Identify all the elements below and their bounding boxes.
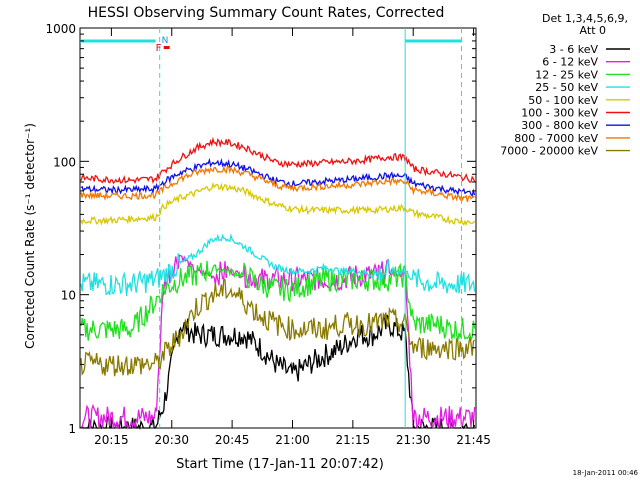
series-line-0 <box>80 314 476 431</box>
legend-title-1: Att 0 <box>580 24 606 37</box>
observing-markers: NF <box>80 28 463 428</box>
series-line-4 <box>80 181 476 227</box>
legend-label-7: 800 - 7000 keV <box>514 132 598 145</box>
y-tick-label-2: 100 <box>53 155 76 169</box>
series-line-7 <box>80 165 475 202</box>
legend-label-6: 300 - 800 keV <box>521 119 598 132</box>
series-line-5 <box>80 136 476 185</box>
tick-layer: 20:15 20:30 20:45 21:00 21:15 21:30 21:45 1 10 10… <box>45 22 490 447</box>
timestamp: 18-Jan-2011 00:46 <box>573 469 639 477</box>
series-line-2 <box>80 260 476 343</box>
legend-title-0: Det 1,3,4,5,6,9, <box>542 12 628 25</box>
legend-label-8: 7000 - 20000 keV <box>500 145 598 158</box>
x-tick-label-6: 21:45 <box>456 433 491 447</box>
series-line-6 <box>80 157 476 198</box>
legend-label-4: 50 - 100 keV <box>528 94 598 107</box>
series-line-8 <box>80 277 476 377</box>
x-tick-label-3: 21:00 <box>275 433 310 447</box>
plot-axes <box>79 27 477 429</box>
flag-label-f: F <box>156 43 162 54</box>
y-tick-label-0: 1 <box>68 422 76 436</box>
series-line-3 <box>80 233 476 297</box>
legend-label-5: 100 - 300 keV <box>521 107 598 120</box>
x-tick-label-0: 20:15 <box>94 433 129 447</box>
y-axis-label: Corrected Count Rate (s⁻¹ detector⁻¹) <box>23 123 37 349</box>
series-layer <box>80 136 476 431</box>
plot-frame <box>79 27 477 429</box>
legend-label-2: 12 - 25 keV <box>535 68 598 81</box>
flare-flag-bar <box>163 46 170 49</box>
x-tick-label-1: 20:30 <box>154 433 189 447</box>
legend-label-1: 6 - 12 keV <box>542 56 598 69</box>
y-tick-label-1: 10 <box>61 289 76 303</box>
chart-title: HESSI Observing Summary Count Rates, Cor… <box>88 5 445 21</box>
legend-label-0: 3 - 6 keV <box>549 43 598 56</box>
flag-label-n: N <box>162 36 169 46</box>
y-tick-label-3: 1000 <box>45 22 76 36</box>
x-tick-label-5: 21:30 <box>396 433 431 447</box>
x-tick-label-4: 21:15 <box>336 433 371 447</box>
x-axis-label: Start Time (17-Jan-11 20:07:42) <box>176 457 384 472</box>
x-tick-label-2: 20:45 <box>215 433 250 447</box>
legend-label-3: 25 - 50 keV <box>535 81 598 94</box>
